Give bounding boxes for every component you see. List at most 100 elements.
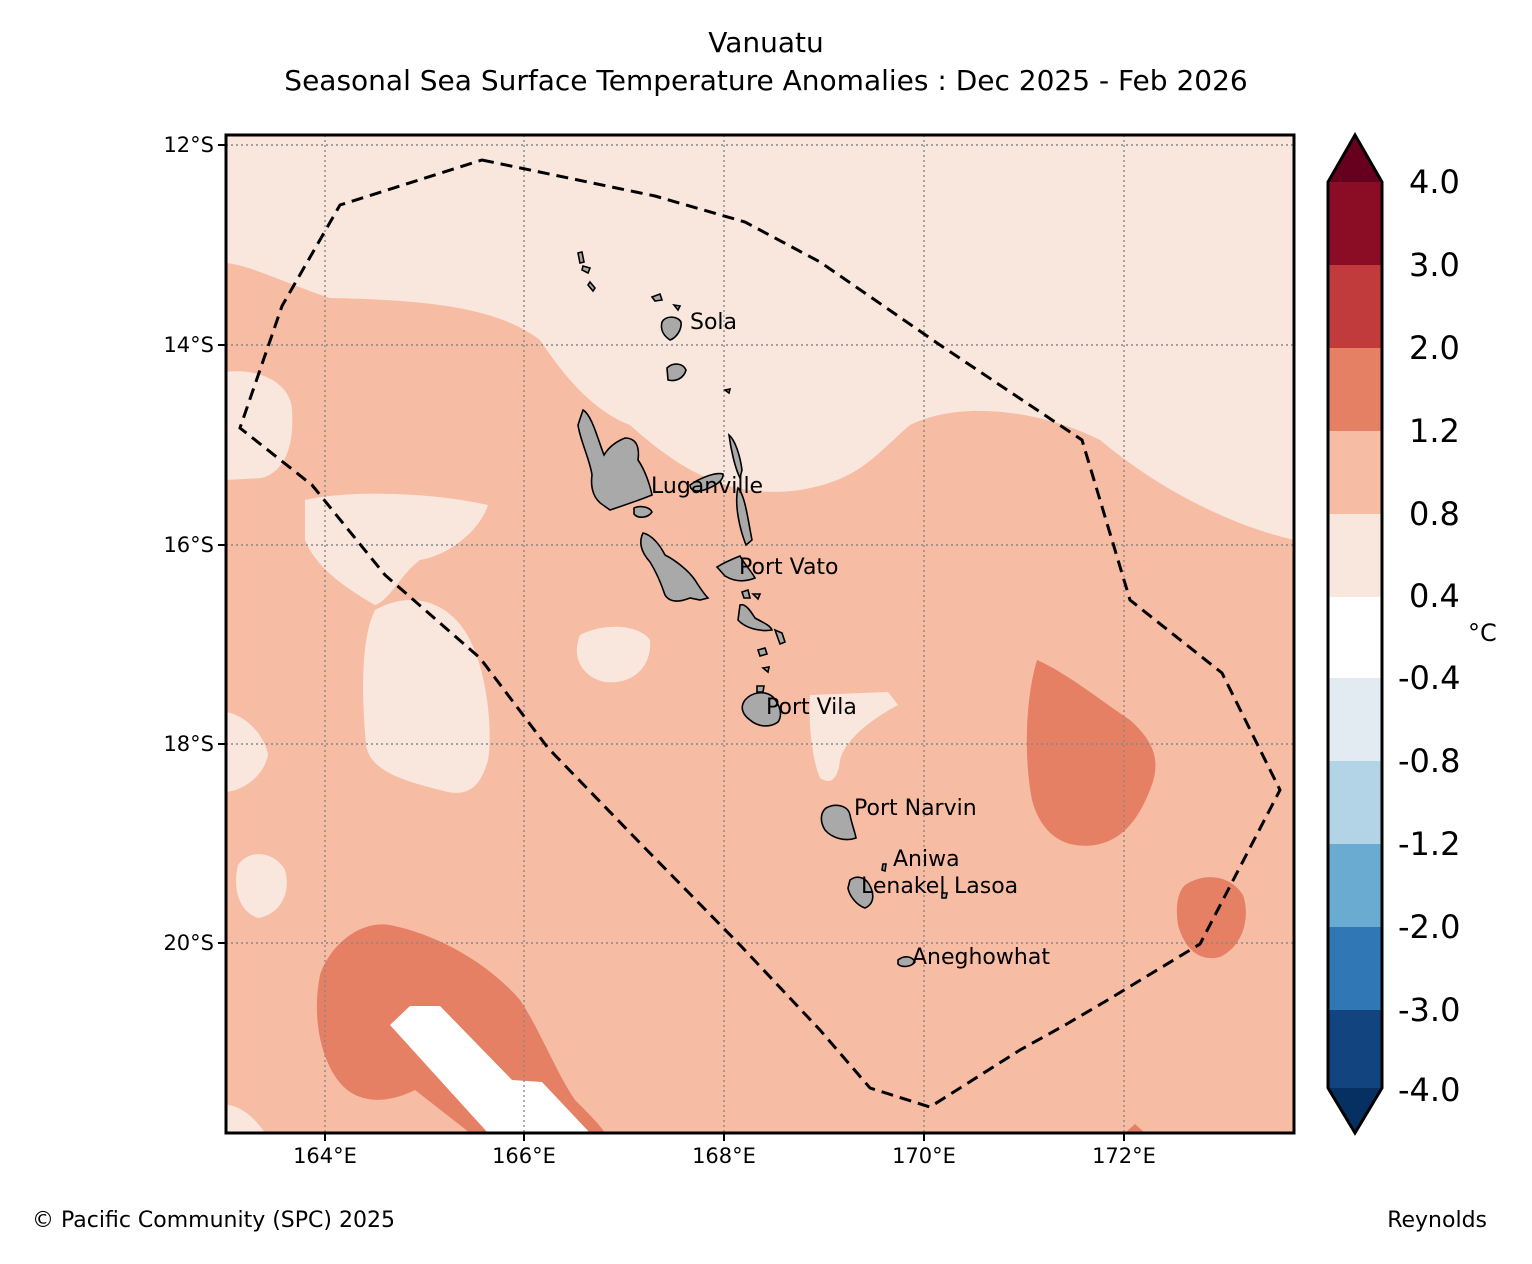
colorbar-label: -2.0: [1398, 908, 1460, 946]
island-torres-3: [587, 280, 596, 293]
copyright-text: © Pacific Community (SPC) 2025: [32, 1208, 395, 1233]
island-futuna: [941, 892, 948, 899]
lat-label: 20°S: [163, 931, 214, 955]
place-label-lenakel: Lenakel: [861, 874, 945, 899]
lat-label: 12°S: [163, 133, 214, 157]
lon-label: 164°E: [293, 1144, 357, 1168]
colorbar-swatch: [1328, 844, 1382, 928]
colorbar-label: -3.0: [1398, 991, 1460, 1029]
island-efate: [741, 691, 782, 727]
place-label-lasoa: Lasoa: [954, 874, 1018, 899]
colorbar-swatch: [1328, 348, 1382, 432]
lon-label: 166°E: [492, 1144, 556, 1168]
colorbar-swatch: [1328, 1010, 1382, 1088]
colorbar-label: 4.0: [1409, 163, 1460, 201]
graticule: [226, 135, 1294, 1133]
colorbar-swatch: [1328, 182, 1382, 266]
lon-label: 170°E: [892, 1144, 956, 1168]
island-gaua: [666, 363, 687, 382]
colorbar-swatch-over: [1328, 135, 1382, 182]
colorbar-label: -4.0: [1398, 1071, 1460, 1109]
island-aniwa: [881, 863, 887, 873]
place-label-luganville: Luganville: [651, 474, 763, 499]
anomaly-fill-north-light: [226, 135, 1294, 540]
place-labels: Sola Luganville Port Vato Port Vila Port…: [651, 310, 1050, 970]
island-vanua-lava: [660, 316, 682, 341]
colorbar-label: -1.2: [1398, 825, 1460, 863]
island-malekula: [640, 532, 710, 602]
island-aneityum: [897, 956, 916, 968]
map-frame: [224, 133, 1296, 1135]
place-label-aneghowhat: Aneghowhat: [912, 945, 1050, 970]
lat-label: 16°S: [163, 533, 214, 557]
lat-labels: 12°S 14°S 16°S 18°S 20°S: [163, 133, 214, 955]
anomaly-fill-light-vila: [809, 692, 898, 781]
data-source: Reynolds: [1387, 1208, 1487, 1233]
anomaly-fill-light-blob: [576, 626, 651, 683]
colorbar-swatch: [1328, 431, 1382, 515]
anomaly-fill-warm-east: [1026, 660, 1156, 846]
island-ambae: [689, 472, 724, 492]
colorbar-label: 0.8: [1409, 495, 1460, 533]
islands: [577, 251, 948, 968]
island-tanna: [847, 876, 874, 909]
colorbar-swatch: [1328, 514, 1382, 598]
colorbar-swatch: [1328, 761, 1382, 845]
colorbar: [1326, 131, 1384, 1136]
place-label-sola: Sola: [690, 310, 737, 335]
island-efate-islet: [756, 685, 765, 693]
lon-labels: 164°E 166°E 168°E 170°E 172°E: [293, 1144, 1156, 1168]
anomaly-fill-light-tongue: [363, 600, 490, 793]
island-maewo: [727, 433, 743, 481]
lon-label: 172°E: [1092, 1144, 1156, 1168]
colorbar-label: 2.0: [1409, 329, 1460, 367]
island-shepherd-3: [761, 666, 771, 674]
colorbar-swatch: [1328, 597, 1382, 679]
lat-label: 18°S: [163, 732, 214, 756]
sst-anomaly-field: [226, 135, 1294, 1133]
map-title: Vanuatu: [708, 26, 824, 59]
island-shepherd-2: [756, 647, 769, 657]
colorbar-swatch: [1328, 265, 1382, 349]
colorbar-unit: °C: [1468, 619, 1497, 647]
island-torres-1: [577, 251, 585, 264]
island-malo: [633, 505, 653, 518]
colorbar-swatch: [1328, 678, 1382, 762]
island-espiritu-santo: [577, 408, 653, 511]
colorbar-outline: [1326, 131, 1384, 1136]
island-epi: [737, 603, 774, 632]
anomaly-fill-light-corner: [226, 1105, 265, 1133]
colorbar-label: -0.4: [1398, 659, 1460, 697]
map-subtitle: Seasonal Sea Surface Temperature Anomali…: [284, 64, 1248, 97]
anomaly-fill-light-sw1: [226, 712, 268, 792]
anomaly-fill-warm-southeast: [1176, 877, 1246, 959]
place-label-aniwa: Aniwa: [893, 847, 960, 872]
island-banks-2: [672, 303, 682, 312]
island-paama: [740, 588, 752, 599]
place-label-port-vato: Port Vato: [739, 555, 839, 580]
island-ambrym: [715, 554, 757, 582]
colorbar-label: -0.8: [1398, 742, 1460, 780]
anomaly-fill-light-sw2: [236, 854, 287, 918]
eez-boundary: [238, 158, 1282, 1109]
axis-ticks: [218, 144, 1125, 1141]
colorbar-swatch-under: [1328, 1088, 1382, 1133]
place-label-port-narvin: Port Narvin: [854, 796, 977, 821]
island-small-1: [723, 387, 732, 395]
island-banks-1: [650, 292, 664, 302]
island-erromango: [820, 804, 857, 841]
island-small-2: [751, 593, 762, 601]
colorbar-label: 3.0: [1409, 246, 1460, 284]
place-label-port-vila: Port Vila: [766, 695, 857, 720]
anomaly-fill-light-west: [226, 371, 293, 480]
island-shepherd-1: [773, 628, 786, 646]
colorbar-label: 0.4: [1409, 577, 1460, 615]
lon-label: 168°E: [692, 1144, 756, 1168]
colorbar-label: 1.2: [1409, 412, 1460, 450]
anomaly-fill-warm-small: [1125, 1124, 1145, 1133]
island-pentecost: [735, 486, 753, 547]
island-torres-2: [581, 265, 592, 275]
colorbar-labels: 4.0 3.0 2.0 1.2 0.8 0.4 -0.4 -0.8 -1.2 -…: [1398, 163, 1460, 1109]
anomaly-fill-neutral-strip: [390, 1006, 590, 1133]
